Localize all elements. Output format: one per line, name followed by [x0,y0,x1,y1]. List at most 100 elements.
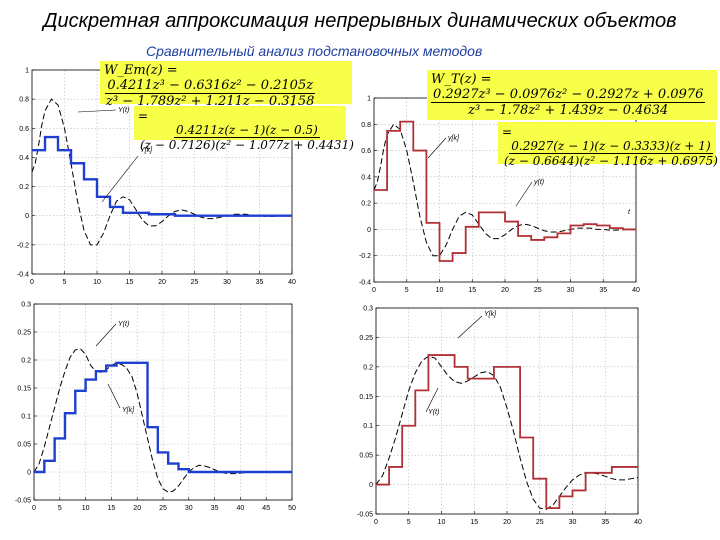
y-tick-label: 0.15 [17,386,31,393]
plot-bottom-left: 0 5 10 15 20 25 30 35 40 45 50-0.0500.050.10.150.2… [15,302,296,513]
x-tick-label: 0 [374,519,378,526]
x-tick-label: 15 [470,519,478,526]
annotation-label: Y(t) [118,107,129,114]
page-title: Дискретная аппроксимация непрерывных дин… [43,10,677,32]
y-tick-label: 0.1 [363,423,373,430]
x-tick-label: 30 [223,279,231,286]
x-tick-label: 20 [503,519,511,526]
formula-w-em-lhs: W_Em(z) = [104,63,178,78]
x-tick-label: 35 [211,505,219,512]
x-tick-label: 40 [634,519,642,526]
annotation-pointer [101,155,139,203]
y-tick-label: 0 [367,227,371,234]
y-tick-label: 0.8 [19,97,29,104]
formula-w-em-factored: = 0.4211z(z − 1)(z − 0.5) (z − 0.7126)(z… [134,106,354,152]
x-tick-label: 40 [632,287,640,294]
y-tick-label: 0.4 [19,155,29,162]
x-tick-label: 25 [191,279,199,286]
y-tick-label: -0.4 [359,280,371,287]
x-tick-label: 10 [438,519,446,526]
y-tick-label: 0.2 [19,184,29,191]
annotation-pointer [427,137,447,159]
plot-bottom-right: 0 5 10 15 20 25 30 35 40-0.0500.050.10.150.20.25… [357,306,642,527]
series-continuous-line [373,123,636,257]
y-tick-label: 0.6 [361,148,371,155]
y-tick-label: 0.25 [17,330,31,337]
x-tick-label: 5 [63,279,67,286]
x-tick-label: 15 [126,279,134,286]
x-tick-label: 10 [82,505,90,512]
x-tick-label: 45 [262,505,270,512]
formula-w-em-equals: = [138,108,149,123]
x-tick-label: 35 [599,287,607,294]
formula-w-em-fraction: 0.4211z³ − 0.6316z² − 0.2105z z³ − 1.789… [104,78,316,109]
x-tick-label: 20 [158,279,166,286]
annotation-pointer [457,315,483,339]
series-step-line [376,354,638,510]
x-tick-label: 5 [405,287,409,294]
y-tick-label: 0 [369,482,373,489]
y-tick-label: 1 [367,96,371,103]
y-tick-label: 0.4 [361,174,371,181]
x-tick-label: 25 [536,519,544,526]
x-tick-label: 40 [288,279,296,286]
annotation-label: Y[k] [140,147,153,154]
annotation-pointer [425,387,439,413]
y-tick-label: 0.25 [359,335,373,342]
y-tick-label: -0.05 [15,498,31,505]
formula-w-t-lhs: W_T(z) = [431,72,492,87]
x-tick-label: 15 [108,505,116,512]
x-tick-label: 35 [601,519,609,526]
x-tick-label: 30 [185,505,193,512]
y-tick-label: 0.2 [361,201,371,208]
x-tick-label: 35 [256,279,264,286]
formula-w-em: W_Em(z) = 0.4211z³ − 0.6316z² − 0.2105z … [100,61,352,109]
x-tick-label: 0 [372,287,376,294]
x-tick-label: 15 [468,287,476,294]
x-tick-label: 20 [501,287,509,294]
series-continuous-line [31,98,292,246]
page-subtitle: Сравнительный анализ подстановочных мето… [146,43,483,59]
annotation-pointer [515,181,533,207]
y-tick-label: 1 [25,68,29,75]
x-tick-label: 25 [159,505,167,512]
formula-w-em-numerator: 0.4211z³ − 0.6316z² − 0.2105z [105,78,316,94]
series-step-line [374,120,636,262]
y-tick-label: 0.15 [359,394,373,401]
formula-w-t: W_T(z) = 0.2927z³ − 0.0976z² − 0.2927z +… [427,70,717,120]
annotation-pointer [107,383,121,409]
x-tick-label: 10 [436,287,444,294]
x-tick-label: 10 [93,279,101,286]
x-tick-label: 30 [567,287,575,294]
formula-w-t-fraction: 0.2927z³ − 0.0976z² − 0.2927z + 0.0976 z… [431,87,706,118]
y-tick-label: 0.3 [363,306,373,313]
y-tick-label: 0.3 [21,302,31,309]
y-tick-label: 0.2 [21,358,31,365]
formula-w-em-factored-numerator: 0.4211z(z − 1)(z − 0.5) [174,122,320,138]
x-tick-label: 0 [30,279,34,286]
annotation-label: Y(t) [118,321,129,328]
series-continuous-line [33,348,292,493]
annotation-label: Y(t) [428,409,439,416]
annotation-pointer [77,109,117,113]
formula-w-t-factored-fraction: 0.2927(z − 1)(z − 0.3333)(z + 1) (z − 0.… [502,139,720,168]
formula-w-t-factored-denominator: (z − 0.6644)(z² − 1.116z + 0.6975) [504,153,718,168]
y-tick-label: 0 [25,213,29,220]
y-tick-label: 0 [27,470,31,477]
annotation-label: y(t) [533,179,544,186]
annotation-label: Y[k] [122,407,135,414]
x-tick-label: 0 [32,505,36,512]
formula-w-t-numerator: 0.2927z³ − 0.0976z² − 0.2927z + 0.0976 [431,87,706,103]
x-tick-label: 5 [407,519,411,526]
formula-w-t-equals: = [502,124,513,139]
annotation-pointer [95,323,117,347]
y-tick-label: 0.8 [361,122,371,129]
y-tick-label: -0.4 [17,272,29,279]
x-tick-label: 20 [133,505,141,512]
annotation-label: t [628,209,631,216]
series-step-line [34,361,292,474]
formula-w-em-factored-fraction: 0.4211z(z − 1)(z − 0.5) (z − 0.7126)(z² … [138,123,356,152]
x-tick-label: 50 [288,505,296,512]
y-tick-label: -0.2 [359,253,371,260]
formula-w-t-factored: = 0.2927(z − 1)(z − 0.3333)(z + 1) (z − … [498,122,718,168]
